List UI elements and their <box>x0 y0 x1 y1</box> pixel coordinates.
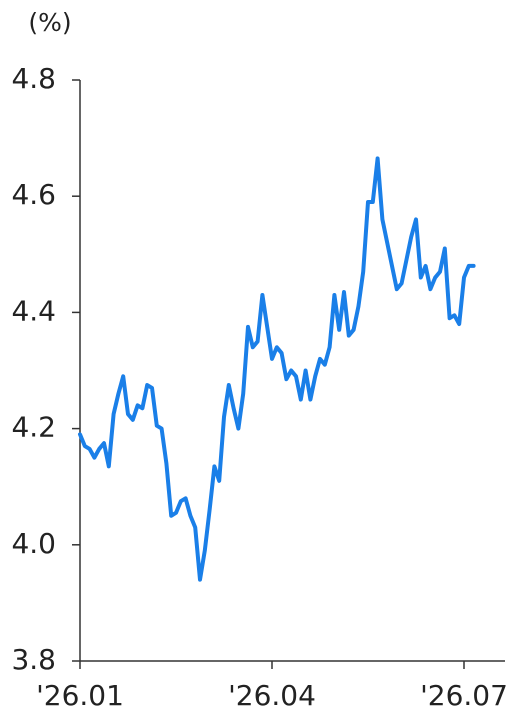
x-tick-label: '26.01 <box>36 679 124 712</box>
x-tick-label: '26.07 <box>420 679 508 712</box>
y-tick-label: 4.6 <box>11 178 56 211</box>
y-tick-label: 4.0 <box>11 527 56 560</box>
x-tick-label: '26.04 <box>228 679 316 712</box>
y-tick-label: 4.8 <box>11 62 56 95</box>
y-axis-label: (%) <box>28 8 71 37</box>
line <box>78 156 476 582</box>
y-tick-label: 3.8 <box>11 643 56 676</box>
y-tick-label: 4.2 <box>11 411 56 444</box>
y-tick-label: 4.4 <box>11 294 56 327</box>
